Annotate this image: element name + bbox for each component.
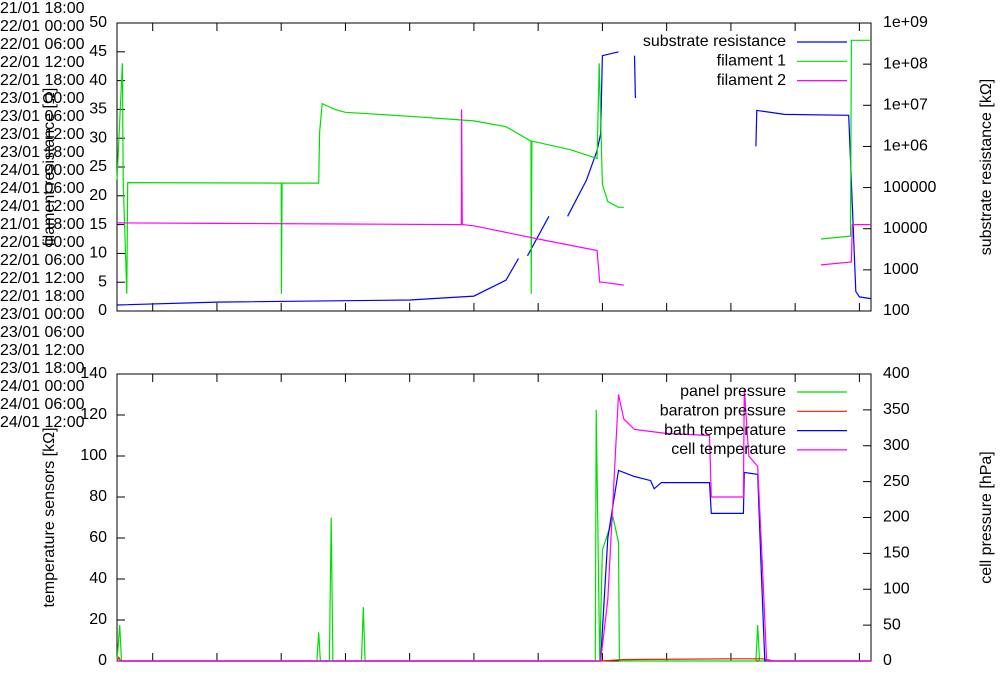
x-tick-label: 22/01 00:00 (0, 18, 85, 35)
y2-tick-label: 100 (883, 580, 910, 597)
x-tick-label: 23/01 06:00 (0, 108, 85, 125)
x-tick-label: 22/01 12:00 (0, 270, 85, 287)
x-tick-label: 23/01 12:00 (0, 126, 85, 143)
y-tick-label: 20 (89, 187, 107, 204)
y2-tick-label: 10000 (883, 220, 928, 237)
y-tick-label: 120 (80, 406, 107, 423)
y-tick-label: 140 (80, 365, 107, 382)
x-tick-label: 24/01 06:00 (0, 396, 85, 413)
y2-tick-label: 150 (883, 545, 910, 562)
y2-tick-label: 1000 (883, 261, 919, 278)
x-tick-label: 24/01 00:00 (0, 162, 85, 179)
x-tick-label: 24/01 00:00 (0, 378, 85, 395)
x-tick-label: 23/01 12:00 (0, 342, 85, 359)
legend-label: filament 1 (717, 53, 786, 70)
y-tick-label: 20 (89, 611, 107, 628)
x-tick-label: 22/01 00:00 (0, 234, 85, 251)
y-tick-label: 0 (98, 652, 107, 669)
y-axis-label: temperature sensors [kΩ] (41, 427, 58, 607)
y2-tick-label: 1e+06 (883, 138, 928, 155)
y-tick-label: 0 (98, 302, 107, 319)
y2-tick-label: 50 (883, 616, 901, 633)
y-tick-label: 10 (89, 245, 107, 262)
legend-label: bath temperature (664, 422, 786, 439)
x-tick-label: 22/01 12:00 (0, 54, 85, 71)
y-tick-label: 30 (89, 129, 107, 146)
x-tick-label: 22/01 18:00 (0, 288, 85, 305)
x-tick-label: 21/01 18:00 (0, 0, 85, 17)
x-tick-label: 23/01 18:00 (0, 360, 85, 377)
series-line (116, 39, 871, 294)
y2-tick-label: 1e+08 (883, 55, 928, 72)
y-tick-label: 100 (80, 447, 107, 464)
y-axis-label: filament resistance [Ω] (41, 88, 58, 247)
y-tick-label: 25 (89, 158, 107, 175)
series-line (116, 109, 871, 286)
series-line (117, 388, 871, 662)
y2-tick-label: 300 (883, 437, 910, 454)
x-tick-label: 22/01 06:00 (0, 252, 85, 269)
x-tick-label: 23/01 00:00 (0, 306, 85, 323)
y-tick-label: 5 (98, 273, 107, 290)
y2-tick-label: 100 (883, 302, 910, 319)
y-tick-label: 45 (89, 43, 107, 60)
legend-label: filament 2 (717, 72, 786, 89)
y-tick-label: 35 (89, 101, 107, 118)
y-tick-label: 60 (89, 529, 107, 546)
y-tick-label: 50 (89, 14, 107, 31)
series-line (116, 656, 871, 662)
x-tick-label: 23/01 06:00 (0, 324, 85, 341)
y2-tick-label: 100000 (883, 179, 936, 196)
y2-tick-label: 350 (883, 401, 910, 418)
legend-label: substrate resistance (643, 33, 786, 50)
y2-tick-label: 400 (883, 365, 910, 382)
legend-label: panel pressure (680, 383, 786, 400)
y2-tick-label: 1e+07 (883, 97, 928, 114)
y2-tick-label: 0 (883, 652, 892, 669)
y-tick-label: 40 (89, 570, 107, 587)
y2-tick-label: 1e+09 (883, 14, 928, 31)
series-line (116, 51, 872, 306)
x-tick-label: 23/01 00:00 (0, 90, 85, 107)
x-tick-label: 22/01 18:00 (0, 72, 85, 89)
y2-axis-label: cell pressure [hPa] (978, 451, 995, 584)
legend-label: cell temperature (671, 441, 786, 458)
x-tick-label: 22/01 06:00 (0, 36, 85, 53)
x-tick-label: 24/01 12:00 (0, 198, 85, 215)
legend-label: baratron pressure (660, 403, 786, 420)
y2-tick-label: 200 (883, 509, 910, 526)
x-tick-label: 24/01 12:00 (0, 414, 85, 431)
x-tick-label: 24/01 06:00 (0, 180, 85, 197)
y2-tick-label: 250 (883, 473, 910, 490)
y-tick-label: 40 (89, 72, 107, 89)
y-tick-label: 80 (89, 488, 107, 505)
x-tick-label: 21/01 18:00 (0, 216, 85, 233)
y2-axis-label: substrate resistance [kΩ] (978, 79, 995, 255)
x-tick-label: 23/01 18:00 (0, 144, 85, 161)
y-tick-label: 15 (89, 216, 107, 233)
